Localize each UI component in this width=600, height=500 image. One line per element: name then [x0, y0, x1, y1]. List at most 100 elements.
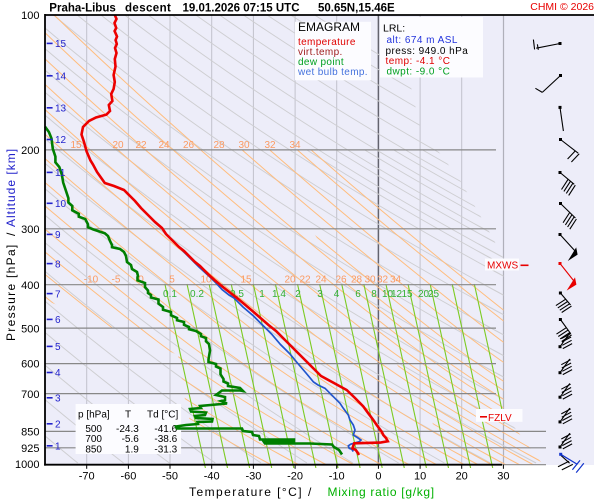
- svg-text:15: 15: [70, 140, 82, 151]
- svg-text:700: 700: [21, 389, 39, 401]
- svg-text:30: 30: [497, 471, 509, 483]
- svg-text:32: 32: [264, 140, 276, 151]
- svg-text:2: 2: [295, 289, 301, 300]
- svg-text:11: 11: [55, 168, 66, 179]
- svg-text:0: 0: [138, 275, 144, 286]
- svg-text:MXWS: MXWS: [487, 261, 518, 272]
- svg-text:temperature: temperature: [298, 37, 356, 48]
- svg-text:-10: -10: [84, 275, 99, 286]
- svg-text:5: 5: [169, 275, 175, 286]
- svg-text:9: 9: [55, 230, 61, 241]
- svg-text:12: 12: [55, 135, 67, 146]
- svg-text:0: 0: [375, 471, 381, 483]
- svg-text:20: 20: [418, 289, 430, 300]
- svg-text:100: 100: [21, 10, 39, 22]
- svg-text:32: 32: [377, 275, 389, 286]
- svg-text:20: 20: [112, 140, 124, 151]
- svg-text:/: /: [4, 232, 18, 236]
- svg-text:dwpt: -9.0 °C: dwpt: -9.0 °C: [387, 67, 451, 78]
- svg-text:850: 850: [85, 444, 102, 455]
- svg-text:-50: -50: [162, 471, 178, 483]
- svg-text:400: 400: [21, 280, 39, 292]
- svg-text:700: 700: [85, 434, 102, 445]
- svg-text:LRL:: LRL:: [383, 23, 405, 35]
- svg-text:4: 4: [334, 289, 340, 300]
- svg-text:300: 300: [21, 224, 39, 236]
- svg-text:30: 30: [364, 275, 376, 286]
- svg-text:0.2: 0.2: [190, 289, 204, 300]
- svg-text:1000: 1000: [15, 459, 39, 471]
- svg-text:10: 10: [200, 275, 212, 286]
- svg-text:Td [°C]: Td [°C]: [147, 410, 178, 421]
- svg-text:10: 10: [382, 289, 394, 300]
- svg-text:/: /: [308, 485, 312, 499]
- svg-text:8: 8: [371, 289, 377, 300]
- svg-text:15: 15: [240, 275, 252, 286]
- svg-text:3: 3: [317, 289, 323, 300]
- svg-text:-20: -20: [287, 471, 303, 483]
- svg-text:34: 34: [289, 140, 301, 151]
- svg-text:3: 3: [55, 394, 61, 405]
- svg-text:Altitude [km]: Altitude [km]: [4, 148, 18, 227]
- svg-text:1: 1: [259, 289, 265, 300]
- svg-text:10: 10: [55, 199, 67, 210]
- svg-text:1.9: 1.9: [125, 444, 139, 455]
- svg-text:5: 5: [55, 342, 61, 353]
- svg-text:4: 4: [55, 368, 61, 379]
- svg-text:-5: -5: [112, 275, 121, 286]
- svg-text:24: 24: [315, 275, 327, 286]
- svg-text:10: 10: [414, 471, 426, 483]
- svg-text:-70: -70: [79, 471, 95, 483]
- svg-text:6: 6: [55, 315, 61, 326]
- svg-text:22: 22: [135, 140, 147, 151]
- svg-text:-40: -40: [204, 471, 220, 483]
- svg-text:26: 26: [335, 275, 347, 286]
- svg-text:Mixing ratio [g/kg]: Mixing ratio [g/kg]: [328, 485, 435, 499]
- svg-text:virt.temp.: virt.temp.: [298, 47, 343, 58]
- svg-text:24: 24: [158, 140, 170, 151]
- svg-text:wet bulb temp.: wet bulb temp.: [297, 67, 368, 78]
- svg-text:alt: 674 m ASL: alt: 674 m ASL: [387, 35, 458, 46]
- svg-text:12: 12: [391, 289, 403, 300]
- svg-text:925: 925: [21, 443, 39, 455]
- svg-text:T: T: [125, 410, 131, 421]
- svg-text:dew point: dew point: [298, 57, 344, 68]
- svg-text:28: 28: [213, 140, 225, 151]
- svg-text:Temperature [°C]: Temperature [°C]: [189, 485, 303, 499]
- svg-text:press: 949.0 hPa: press: 949.0 hPa: [386, 46, 469, 57]
- svg-text:28: 28: [351, 275, 363, 286]
- svg-text:0.5: 0.5: [230, 289, 244, 300]
- svg-text:22: 22: [299, 275, 311, 286]
- svg-text:15: 15: [55, 39, 67, 50]
- svg-text:14: 14: [55, 72, 67, 83]
- svg-text:-5.6: -5.6: [122, 434, 140, 445]
- svg-text:-41.6: -41.6: [154, 424, 177, 435]
- svg-text:7: 7: [55, 289, 61, 300]
- svg-text:8: 8: [55, 259, 61, 270]
- svg-text:500: 500: [21, 323, 39, 335]
- svg-text:-31.3: -31.3: [154, 444, 177, 455]
- svg-text:-24.3: -24.3: [116, 424, 139, 435]
- svg-text:Praha-Libus: Praha-Libus: [49, 3, 115, 15]
- svg-text:-38.6: -38.6: [154, 434, 177, 445]
- svg-text:500: 500: [85, 424, 102, 435]
- svg-text:2: 2: [55, 420, 61, 431]
- svg-text:6: 6: [355, 289, 361, 300]
- svg-text:descent: descent: [125, 3, 171, 15]
- svg-text:-60: -60: [120, 471, 136, 483]
- svg-text:-30: -30: [245, 471, 261, 483]
- svg-text:20: 20: [284, 275, 296, 286]
- svg-text:26: 26: [183, 140, 195, 151]
- svg-text:25: 25: [428, 289, 440, 300]
- svg-text:1.4: 1.4: [272, 289, 286, 300]
- svg-text:600: 600: [21, 359, 39, 371]
- svg-text:p [hPa]: p [hPa]: [78, 410, 110, 421]
- svg-text:CHMI © 2026: CHMI © 2026: [530, 1, 594, 13]
- svg-text:EMAGRAM: EMAGRAM: [298, 20, 360, 34]
- svg-text:-10: -10: [329, 471, 345, 483]
- svg-text:19.01.2026 07:15 UTC: 19.01.2026 07:15 UTC: [183, 3, 300, 15]
- svg-text:15: 15: [401, 289, 413, 300]
- svg-text:0.1: 0.1: [163, 289, 177, 300]
- svg-text:50.65N,15.46E: 50.65N,15.46E: [318, 3, 395, 15]
- svg-text:temp: -4.1 °C: temp: -4.1 °C: [386, 56, 451, 67]
